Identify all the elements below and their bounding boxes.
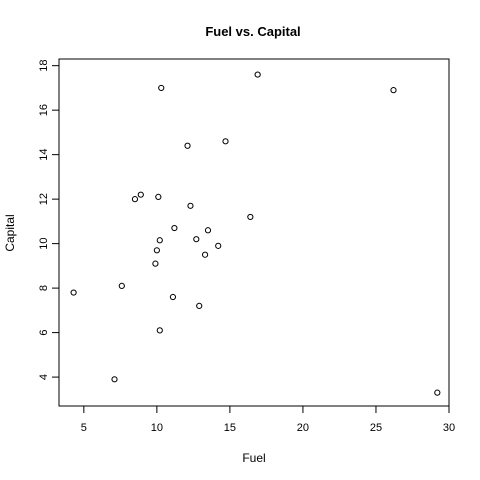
- x-axis-label: Fuel: [242, 451, 265, 465]
- data-point: [172, 225, 177, 230]
- y-tick-label: 12: [38, 193, 50, 205]
- data-points: [71, 72, 440, 395]
- data-point: [391, 88, 396, 93]
- data-point: [202, 252, 207, 257]
- data-point: [188, 203, 193, 208]
- data-point: [112, 377, 117, 382]
- y-axis-label: Capital: [3, 214, 17, 251]
- y-axis: 4 6 8 10 12 14 16 18: [38, 60, 59, 381]
- y-tick-label: 6: [38, 330, 50, 336]
- data-point: [71, 290, 76, 295]
- data-point: [132, 197, 137, 202]
- data-point: [197, 303, 202, 308]
- x-tick-label: 25: [370, 422, 382, 434]
- y-tick-label: 16: [38, 104, 50, 116]
- data-point: [170, 294, 175, 299]
- data-point: [157, 238, 162, 243]
- y-tick-label: 8: [38, 285, 50, 291]
- x-axis: 5 10 15 20 25 30: [81, 406, 455, 434]
- x-tick-label: 30: [443, 422, 455, 434]
- data-point: [194, 237, 199, 242]
- data-point: [156, 194, 161, 199]
- data-point: [216, 243, 221, 248]
- data-point: [185, 143, 190, 148]
- y-tick-label: 14: [38, 149, 50, 161]
- data-point: [157, 328, 162, 333]
- data-point: [255, 72, 260, 77]
- data-point: [138, 192, 143, 197]
- y-tick-label: 10: [38, 237, 50, 249]
- data-point: [223, 139, 228, 144]
- y-tick-label: 4: [38, 374, 50, 380]
- plot-frame: [59, 59, 449, 406]
- x-tick-label: 10: [151, 422, 163, 434]
- y-tick-label: 18: [38, 60, 50, 72]
- data-point: [153, 261, 158, 266]
- data-point: [119, 283, 124, 288]
- data-point: [159, 85, 164, 90]
- data-point: [248, 214, 253, 219]
- x-tick-label: 20: [297, 422, 309, 434]
- data-point: [435, 390, 440, 395]
- x-tick-label: 5: [81, 422, 87, 434]
- data-point: [205, 228, 210, 233]
- data-point: [154, 248, 159, 253]
- x-tick-label: 15: [224, 422, 236, 434]
- chart-title: Fuel vs. Capital: [205, 24, 300, 39]
